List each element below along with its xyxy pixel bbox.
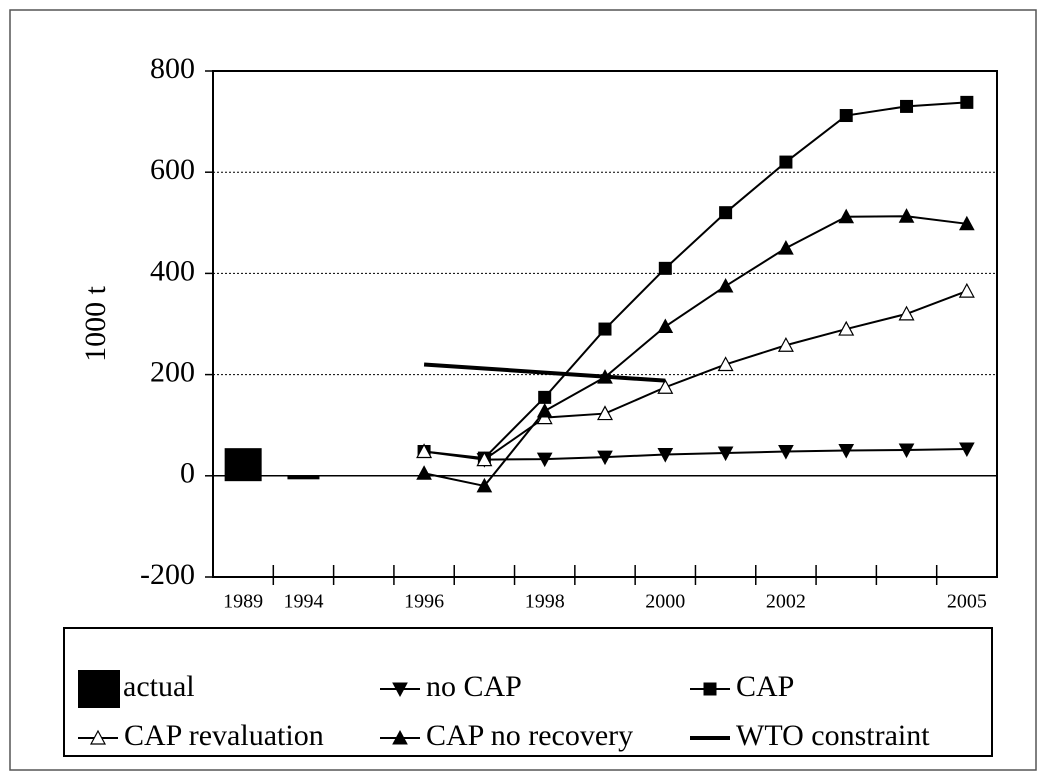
legend-label: actual: [123, 670, 195, 703]
point: [898, 208, 915, 223]
y-tick-label: 0: [180, 457, 195, 490]
outer-frame: [9, 9, 1037, 771]
point: [777, 336, 794, 352]
point: [839, 109, 853, 123]
plot-frame: [212, 70, 998, 578]
point: [838, 208, 855, 224]
point: [898, 443, 915, 459]
point: [416, 443, 433, 459]
series-line: [423, 101, 967, 460]
point: [778, 240, 794, 255]
legend-marker: [392, 729, 408, 745]
legend-swatch: [78, 670, 120, 708]
x-tick-label: 2000: [645, 591, 685, 613]
point: [960, 95, 974, 109]
y-tick-label: 800: [150, 52, 195, 85]
point: [538, 390, 552, 404]
point: [958, 282, 975, 298]
point: [657, 448, 674, 463]
x-tick-label: 2002: [766, 591, 806, 613]
point: [778, 445, 794, 460]
point: [717, 277, 734, 293]
legend-marker: [703, 682, 717, 696]
point: [719, 206, 733, 220]
point: [959, 215, 975, 231]
point: [598, 322, 612, 336]
point: [416, 465, 432, 480]
x-tick-label: 1998: [525, 591, 565, 613]
legend-label: CAP revaluation: [124, 719, 324, 752]
point: [900, 99, 914, 113]
x-tick-label: 1996: [404, 591, 444, 613]
series-line: [423, 215, 967, 488]
legend-label: CAP no recovery: [426, 719, 633, 752]
x-tick-label: 1989: [223, 591, 263, 613]
point: [657, 378, 674, 394]
point: [657, 318, 674, 334]
point: [717, 356, 734, 372]
y-axis-label: 1000 t: [79, 285, 112, 362]
point: [476, 451, 493, 467]
point: [717, 446, 734, 462]
point: [596, 405, 614, 421]
point: [658, 261, 672, 275]
legend-box: [63, 627, 993, 757]
series-line: [423, 362, 666, 383]
legend-marker: [89, 729, 107, 745]
legend-label: WTO constraint: [736, 719, 930, 752]
legend-label: CAP: [736, 670, 794, 703]
x-tick-label: 2005: [947, 591, 987, 613]
y-tick-label: 600: [150, 153, 195, 186]
y-tick-label: 400: [150, 254, 195, 287]
point: [838, 320, 855, 336]
point: [476, 477, 493, 493]
legend-marker: [392, 682, 408, 698]
point: [959, 442, 975, 458]
point: [536, 452, 553, 468]
x-tick-label: 1994: [283, 591, 323, 613]
y-tick-label: 200: [150, 355, 195, 388]
y-tick-label: -200: [140, 558, 195, 591]
point: [287, 475, 320, 480]
point: [597, 450, 613, 466]
point: [898, 305, 915, 321]
point: [779, 155, 793, 169]
point: [838, 444, 855, 459]
legend-label: no CAP: [426, 670, 522, 703]
point: [224, 448, 262, 482]
point: [536, 402, 553, 418]
series-line: [423, 290, 968, 461]
